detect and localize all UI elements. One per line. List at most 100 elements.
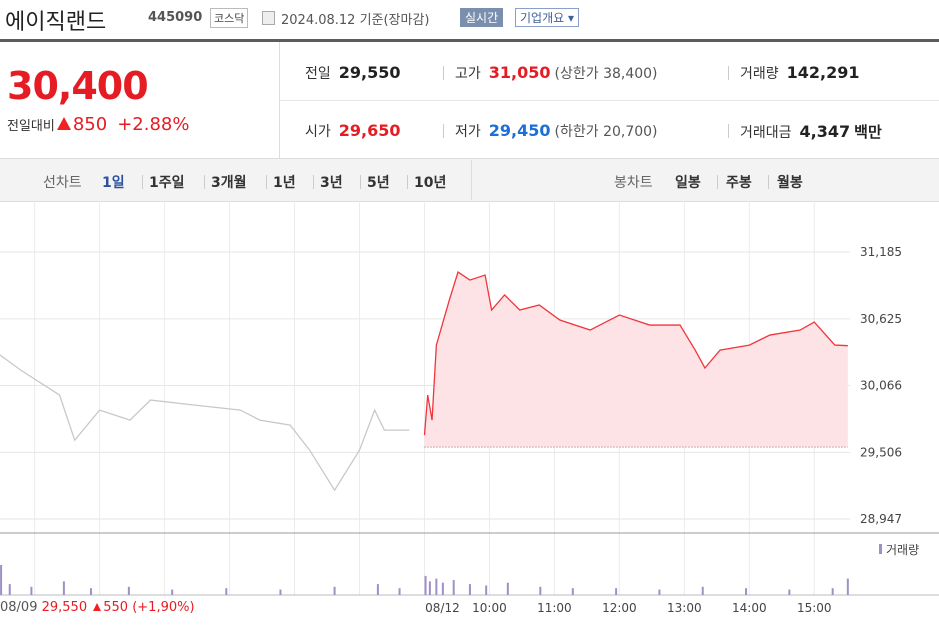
price-box (0, 42, 280, 158)
prev-info: 08/09 29,550 550 (+1,90%) (0, 600, 195, 615)
tab[interactable]: 주봉 (726, 175, 752, 191)
stat: 거래량 142,291 (740, 63, 860, 83)
tab[interactable]: 1년 (273, 175, 296, 191)
y-tick-label: 30,066 (860, 379, 902, 393)
volume-bar (831, 588, 834, 595)
stat-divider (443, 124, 444, 138)
stat-unit: 백만 (854, 123, 882, 141)
stat-label: 저가 (455, 124, 481, 140)
stock-code: 445090 (148, 10, 203, 25)
up-arrow (56, 117, 71, 130)
stat: 저가 29,450 (하한가 20,700) (455, 121, 658, 141)
volume-bar (376, 584, 379, 595)
prev-date: 08/09 (0, 600, 38, 615)
price-line (0, 354, 410, 492)
tab[interactable]: 1일 (102, 175, 125, 191)
volume-bar (441, 582, 444, 595)
volume-legend-swatch (879, 544, 882, 554)
prev-pct: (+1,90%) (132, 600, 195, 615)
volume-bar (398, 588, 401, 595)
tab[interactable]: 3개월 (211, 175, 247, 191)
tab[interactable]: 일봉 (675, 175, 701, 191)
volume-bar (89, 588, 92, 595)
tab[interactable]: 10년 (414, 175, 447, 191)
x-tick-label: 11:00 (537, 601, 572, 615)
change: 850 (72, 114, 108, 135)
volume-bar (127, 586, 130, 595)
tab[interactable]: 월봉 (777, 175, 803, 191)
volume-bar (615, 588, 618, 595)
stat: 전일 29,550 (305, 63, 401, 83)
change-label: 전일대비 (7, 119, 55, 134)
stat-value: 29,650 (338, 121, 401, 140)
tab-divider (203, 175, 205, 189)
stat-label: 거래량 (740, 66, 779, 82)
volume-bar (428, 581, 431, 595)
volume-bar (333, 586, 336, 595)
x-tick-label: 14:00 (732, 601, 767, 615)
stock-name: 에이직랜드 (5, 10, 107, 35)
prev-price: 29,550 (41, 600, 88, 615)
volume-bar (788, 589, 791, 595)
area (424, 272, 848, 448)
volume-bar (452, 580, 455, 595)
volume-bar (539, 586, 542, 595)
tab-divider (716, 175, 718, 189)
volume-bar (435, 578, 438, 595)
volume-bar (8, 584, 11, 595)
volume-bar (225, 588, 228, 595)
stat: 시가 29,650 (305, 121, 401, 141)
x-tick-label: 13:00 (667, 601, 702, 615)
tab[interactable]: 1주일 (149, 175, 185, 191)
volume-bar (279, 589, 282, 595)
volume-bar (485, 585, 488, 595)
tab-bar (0, 158, 939, 202)
x-tick-label: 15:00 (797, 601, 832, 615)
volume-bar (468, 584, 471, 595)
stat-note: (상한가 38,400) (554, 66, 658, 82)
tab-divider (359, 175, 361, 189)
tab-divider (265, 175, 267, 189)
calendar-icon (262, 11, 275, 25)
stat-label: 전일 (305, 66, 331, 82)
stat-label: 거래대금 (740, 125, 792, 141)
stat-value: 142,291 (786, 63, 860, 82)
x-tick-label: 08/12 (425, 601, 460, 615)
realtime-button[interactable]: 실시간 (460, 8, 504, 27)
stat-value: 31,050 (488, 63, 551, 82)
volume-bar (571, 588, 574, 595)
volume-bar (171, 589, 174, 595)
y-tick-label: 31,185 (860, 245, 902, 259)
y-tick-label: 29,506 (860, 445, 902, 459)
change-pct: +2.88% (117, 114, 190, 135)
tab-divider (767, 175, 769, 189)
volume-bar (846, 578, 849, 595)
stats-rule (280, 100, 939, 101)
y-tick-label: 28,947 (860, 512, 902, 526)
change-row: 전일대비 850 +2.88% (7, 114, 189, 135)
tab[interactable]: 5년 (367, 175, 390, 191)
stat: 거래대금 4,347 백만 (740, 121, 882, 142)
stat-divider (728, 66, 729, 80)
prev-arrow (93, 603, 102, 611)
tab[interactable]: 3년 (320, 175, 343, 191)
tab-divider (406, 175, 408, 189)
stat-value: 29,550 (338, 63, 401, 82)
header-rule (0, 39, 939, 42)
volume-bar (30, 586, 33, 595)
volume-bar (424, 575, 427, 595)
chart: 31,185 30,625 30,066 29,506 28,947 08/12 10:00… (0, 200, 939, 615)
stat-value: 4,347 (799, 122, 851, 141)
line-chart-label: 선차트 (43, 175, 82, 191)
candle-chart-label: 봉차트 (614, 175, 653, 191)
stat-value: 29,450 (488, 121, 551, 140)
company-button[interactable]: 기업개요 ▾ (515, 8, 580, 27)
volume-bar (658, 589, 661, 595)
volume-bar (745, 588, 748, 595)
volume-bar (506, 582, 509, 595)
x-tick-label: 10:00 (472, 601, 507, 615)
stat-note: (하한가 20,700) (554, 124, 658, 140)
volume-bar (0, 565, 3, 595)
tab-divider (141, 175, 143, 189)
